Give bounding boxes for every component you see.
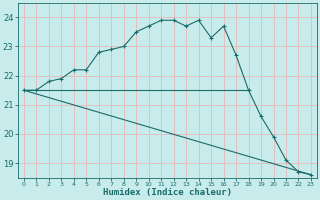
X-axis label: Humidex (Indice chaleur): Humidex (Indice chaleur) — [103, 188, 232, 197]
